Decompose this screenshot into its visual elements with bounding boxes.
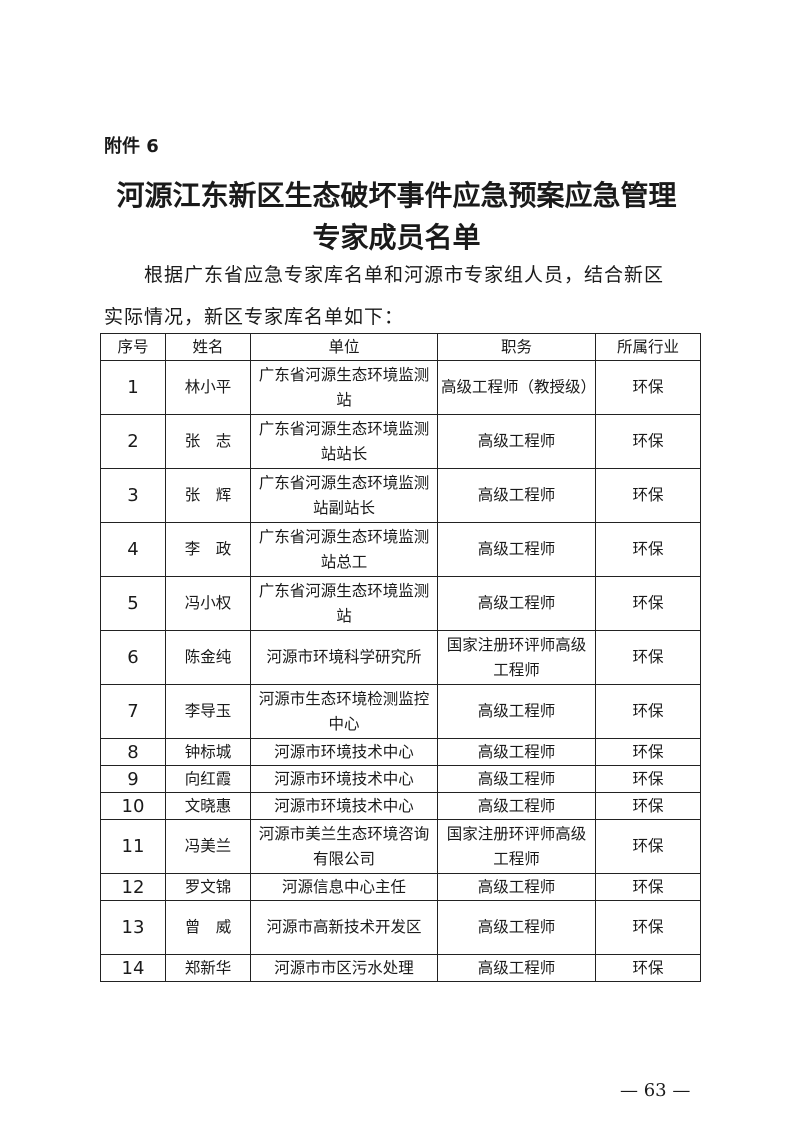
cell-name: 张 志 xyxy=(165,414,251,469)
table-row: 6 陈金纯 河源市环境科学研究所 国家注册环评师高级工程师 环保 xyxy=(100,630,701,685)
cell-industry: 环保 xyxy=(595,522,701,577)
cell-industry: 环保 xyxy=(595,468,701,523)
cell-no: 9 xyxy=(100,765,166,793)
cell-industry: 环保 xyxy=(595,630,701,685)
cell-industry: 环保 xyxy=(595,819,701,874)
cell-industry: 环保 xyxy=(595,792,701,820)
cell-industry: 环保 xyxy=(595,684,701,739)
cell-no: 3 xyxy=(100,468,166,523)
expert-table: 序号 姓名 单位 职务 所属行业 1 林小平 广东省河源生态环境监测站 高级工程师（教… xyxy=(100,333,701,982)
cell-title: 高级工程师 xyxy=(437,954,596,982)
cell-unit: 河源市环境技术中心 xyxy=(250,765,438,793)
cell-title: 高级工程师 xyxy=(437,522,596,577)
table-row: 12 罗文锦 河源信息中心主任 高级工程师 环保 xyxy=(100,873,701,901)
cell-no: 12 xyxy=(100,873,166,901)
cell-title: 高级工程师 xyxy=(437,738,596,766)
cell-name: 钟标城 xyxy=(165,738,251,766)
cell-name: 文晓惠 xyxy=(165,792,251,820)
cell-industry: 环保 xyxy=(595,873,701,901)
cell-name: 李导玉 xyxy=(165,684,251,739)
header-name: 姓名 xyxy=(165,333,251,361)
cell-industry: 环保 xyxy=(595,900,701,955)
cell-no: 11 xyxy=(100,819,166,874)
header-no: 序号 xyxy=(100,333,166,361)
cell-title: 高级工程师 xyxy=(437,576,596,631)
cell-unit: 河源市美兰生态环境咨询有限公司 xyxy=(250,819,438,874)
cell-unit: 河源市环境科学研究所 xyxy=(250,630,438,685)
table-row: 11 冯美兰 河源市美兰生态环境咨询有限公司 国家注册环评师高级工程师 环保 xyxy=(100,819,701,874)
cell-title: 国家注册环评师高级工程师 xyxy=(437,819,596,874)
cell-industry: 环保 xyxy=(595,765,701,793)
cell-title: 高级工程师 xyxy=(437,414,596,469)
cell-title: 高级工程师 xyxy=(437,900,596,955)
cell-name: 向红霞 xyxy=(165,765,251,793)
cell-unit: 河源信息中心主任 xyxy=(250,873,438,901)
cell-name: 张 辉 xyxy=(165,468,251,523)
table-row: 1 林小平 广东省河源生态环境监测站 高级工程师（教授级） 环保 xyxy=(100,360,701,415)
cell-no: 13 xyxy=(100,900,166,955)
cell-name: 冯小权 xyxy=(165,576,251,631)
document-title-line-1: 河源江东新区生态破坏事件应急预案应急管理 xyxy=(116,179,677,212)
page-number: — 63 — xyxy=(620,1080,691,1101)
cell-no: 5 xyxy=(100,576,166,631)
cell-no: 7 xyxy=(100,684,166,739)
cell-no: 4 xyxy=(100,522,166,577)
cell-industry: 环保 xyxy=(595,360,701,415)
cell-industry: 环保 xyxy=(595,576,701,631)
cell-unit: 广东省河源生态环境监测站 xyxy=(250,360,438,415)
cell-no: 8 xyxy=(100,738,166,766)
table-row: 9 向红霞 河源市环境技术中心 高级工程师 环保 xyxy=(100,765,701,793)
cell-title: 高级工程师 xyxy=(437,792,596,820)
cell-no: 1 xyxy=(100,360,166,415)
cell-title: 高级工程师 xyxy=(437,684,596,739)
cell-unit: 广东省河源生态环境监测站总工 xyxy=(250,522,438,577)
table-row: 13 曾 威河源市高新技术开发区 高级工程师 环保 xyxy=(100,900,701,955)
cell-industry: 环保 xyxy=(595,414,701,469)
intro-paragraph-line-2: 实际情况，新区专家库名单如下： xyxy=(104,306,405,328)
table-header-row: 序号 姓名 单位 职务 所属行业 xyxy=(100,333,701,361)
intro-paragraph-line-1: 根据广东省应急专家库名单和河源市专家组人员，结合新区 xyxy=(144,264,665,286)
header-title: 职务 xyxy=(437,333,596,361)
cell-unit: 广东省河源生态环境监测站副站长 xyxy=(250,468,438,523)
cell-name: 冯美兰 xyxy=(165,819,251,874)
cell-unit: 河源市市区污水处理 xyxy=(250,954,438,982)
cell-unit: 河源市生态环境检测监控中心 xyxy=(250,684,438,739)
cell-title: 高级工程师 xyxy=(437,873,596,901)
cell-name: 林小平 xyxy=(165,360,251,415)
table-row: 7 李导玉 河源市生态环境检测监控中心 高级工程师 环保 xyxy=(100,684,701,739)
cell-no: 10 xyxy=(100,792,166,820)
cell-no: 14 xyxy=(100,954,166,982)
table-row: 14 郑新华 河源市市区污水处理 高级工程师 环保 xyxy=(100,954,701,982)
cell-industry: 环保 xyxy=(595,738,701,766)
cell-title: 国家注册环评师高级工程师 xyxy=(437,630,596,685)
attachment-label: 附件 6 xyxy=(104,136,159,157)
document-title-line-2: 专家成员名单 xyxy=(312,221,481,254)
cell-unit: 河源市环境技术中心 xyxy=(250,792,438,820)
cell-name: 罗文锦 xyxy=(165,873,251,901)
cell-name: 郑新华 xyxy=(165,954,251,982)
cell-unit: 广东省河源生态环境监测站 xyxy=(250,576,438,631)
header-unit: 单位 xyxy=(250,333,438,361)
cell-title: 高级工程师（教授级） xyxy=(437,360,596,415)
cell-unit: 河源市高新技术开发区 xyxy=(250,900,438,955)
cell-title: 高级工程师 xyxy=(437,468,596,523)
cell-name: 李 政 xyxy=(165,522,251,577)
header-industry: 所属行业 xyxy=(595,333,701,361)
cell-name: 陈金纯 xyxy=(165,630,251,685)
cell-title: 高级工程师 xyxy=(437,765,596,793)
table-row: 10 文晓惠 河源市环境技术中心 高级工程师 环保 xyxy=(100,792,701,820)
cell-unit: 广东省河源生态环境监测站站长 xyxy=(250,414,438,469)
cell-no: 2 xyxy=(100,414,166,469)
cell-name: 曾 威 xyxy=(165,900,251,955)
table-row: 5 冯小权 广东省河源生态环境监测站 高级工程师 环保 xyxy=(100,576,701,631)
cell-industry: 环保 xyxy=(595,954,701,982)
cell-no: 6 xyxy=(100,630,166,685)
table-row: 8 钟标城 河源市环境技术中心 高级工程师 环保 xyxy=(100,738,701,766)
cell-unit: 河源市环境技术中心 xyxy=(250,738,438,766)
